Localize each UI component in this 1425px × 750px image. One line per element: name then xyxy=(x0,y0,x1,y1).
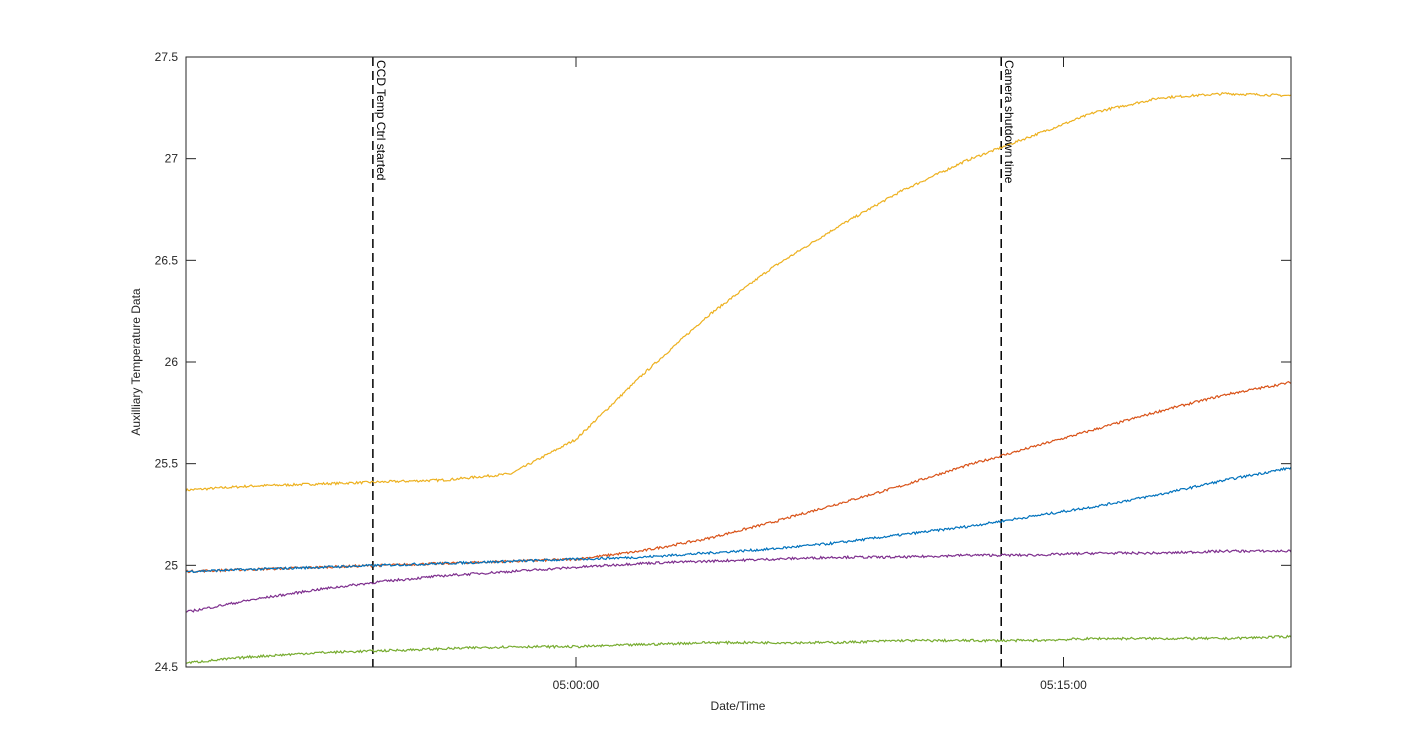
y-tick-label-25: 25 xyxy=(165,558,179,572)
y-tick-label-26: 26 xyxy=(165,355,179,369)
y-tick-labels: 24.5 25 25.5 26 26.5 27 27.5 xyxy=(155,50,179,674)
y-axis-label: Auxilliary Temperature Data xyxy=(129,288,143,436)
series-line-3 xyxy=(185,466,1292,574)
x-axis-label: Date/Time xyxy=(711,699,766,713)
y-tick-label-27: 27 xyxy=(165,152,179,166)
y-tick-label-27-5: 27.5 xyxy=(155,50,179,64)
y-tick-label-26-5: 26.5 xyxy=(155,253,179,267)
plot-frame xyxy=(185,56,1292,668)
y-tick-label-25-5: 25.5 xyxy=(155,457,179,471)
annotation-label-camera-shutdown-time: Camera shutdown time xyxy=(1002,60,1016,184)
plot-background xyxy=(186,57,1291,667)
x-tick-label-05-15-00: 05:15:00 xyxy=(1040,678,1087,692)
x-tick-label-05-00-00: 05:00:00 xyxy=(553,678,600,692)
series-line-5 xyxy=(185,634,1292,665)
x-tick-labels: 05:00:00 05:15:00 xyxy=(553,678,1088,692)
y-tick-label-24-5: 24.5 xyxy=(155,660,179,674)
series-line-4 xyxy=(185,549,1292,613)
annotation-label-ccd-temp-ctrl-started: CCD Temp Ctrl started xyxy=(374,60,388,180)
annotation-labels: CCD Temp Ctrl started Camera shutdown tim… xyxy=(374,60,1016,184)
series-line-1 xyxy=(185,91,1292,492)
axis-ticks xyxy=(186,56,1291,668)
data-series xyxy=(185,91,1292,665)
